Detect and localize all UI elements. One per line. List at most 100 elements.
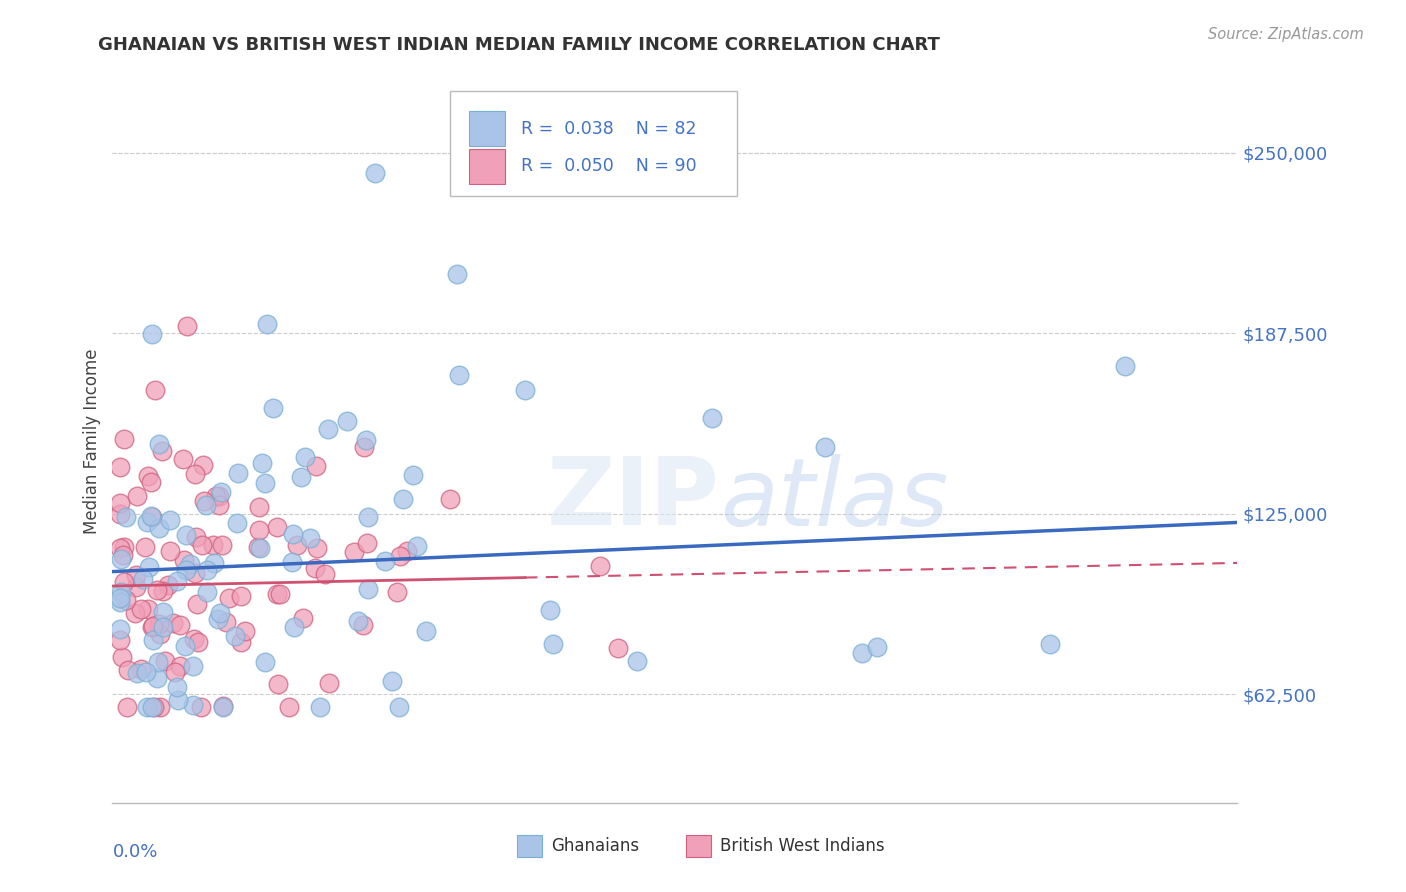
Point (197, 563, 219, 577)
Point (250, 456, 273, 470)
Point (283, 620, 305, 634)
Point (208, 606, 231, 620)
Point (172, 452, 194, 467)
Point (125, 568, 148, 582)
Point (607, 640, 630, 655)
Point (108, 622, 131, 636)
Point (179, 558, 201, 572)
Point (1114, 359, 1136, 374)
Text: GHANAIAN VS BRITISH WEST INDIAN MEDIAN FAMILY INCOME CORRELATION CHART: GHANAIAN VS BRITISH WEST INDIAN MEDIAN F… (98, 36, 941, 54)
Point (356, 535, 378, 549)
Point (117, 663, 139, 677)
Text: Source: ZipAtlas.com: Source: ZipAtlas.com (1208, 27, 1364, 42)
Point (249, 541, 271, 555)
Point (224, 629, 246, 643)
Point (166, 680, 188, 694)
Point (111, 650, 134, 665)
Point (247, 540, 270, 554)
Point (166, 692, 188, 706)
Point (1039, 637, 1062, 651)
Point (110, 551, 132, 566)
Text: 0.0%: 0.0% (112, 843, 157, 861)
Point (157, 578, 180, 592)
Point (148, 437, 170, 451)
Point (314, 567, 336, 582)
Point (354, 433, 377, 447)
Point (125, 665, 148, 680)
Text: atlas: atlas (720, 454, 948, 545)
Point (364, 166, 387, 180)
Point (143, 383, 166, 397)
Point (124, 606, 146, 620)
Point (186, 597, 208, 611)
Point (336, 414, 359, 428)
Point (318, 676, 340, 690)
Point (356, 510, 378, 524)
Point (208, 498, 231, 512)
Point (352, 617, 374, 632)
Point (211, 538, 233, 552)
Point (191, 539, 214, 553)
Point (143, 700, 166, 714)
Point (193, 493, 215, 508)
Point (141, 326, 163, 341)
Point (449, 368, 471, 382)
Point (267, 677, 290, 691)
Point (304, 561, 326, 575)
Point (134, 540, 156, 554)
Point (139, 475, 162, 490)
Point (110, 584, 132, 599)
Point (278, 700, 301, 714)
FancyBboxPatch shape (450, 91, 737, 196)
Point (388, 700, 411, 714)
Point (814, 440, 837, 454)
Point (269, 587, 291, 601)
Point (541, 637, 564, 651)
Point (308, 700, 330, 714)
Point (181, 658, 204, 673)
Point (395, 544, 418, 558)
Point (191, 458, 214, 473)
Point (163, 665, 186, 679)
Point (305, 541, 328, 556)
Point (136, 469, 159, 483)
Point (135, 665, 157, 679)
Point (209, 485, 232, 500)
Point (136, 700, 159, 714)
Point (201, 538, 224, 552)
Bar (686, 835, 711, 857)
Point (174, 640, 197, 654)
Point (149, 700, 172, 714)
Point (183, 632, 205, 646)
Point (262, 401, 284, 415)
Point (108, 595, 131, 609)
Point (146, 671, 169, 685)
Point (218, 591, 240, 605)
Point (281, 556, 304, 570)
Point (391, 491, 413, 506)
Point (187, 635, 209, 649)
Point (108, 633, 131, 648)
Point (184, 530, 207, 544)
Point (292, 611, 315, 625)
Point (228, 466, 250, 480)
Point (112, 548, 135, 562)
Point (136, 602, 159, 616)
Point (439, 492, 461, 507)
Point (108, 507, 131, 521)
Point (538, 603, 561, 617)
Text: ZIP: ZIP (547, 453, 720, 545)
Point (153, 654, 176, 668)
Text: Ghanaians: Ghanaians (551, 838, 640, 855)
Bar (470, 149, 505, 184)
Point (207, 612, 229, 626)
Point (353, 440, 375, 454)
Point (146, 655, 169, 669)
Point (212, 699, 235, 714)
Point (446, 267, 468, 281)
Text: British West Indians: British West Indians (720, 838, 884, 855)
Point (253, 655, 276, 669)
Point (181, 698, 204, 713)
Point (108, 591, 131, 605)
Point (305, 459, 328, 474)
